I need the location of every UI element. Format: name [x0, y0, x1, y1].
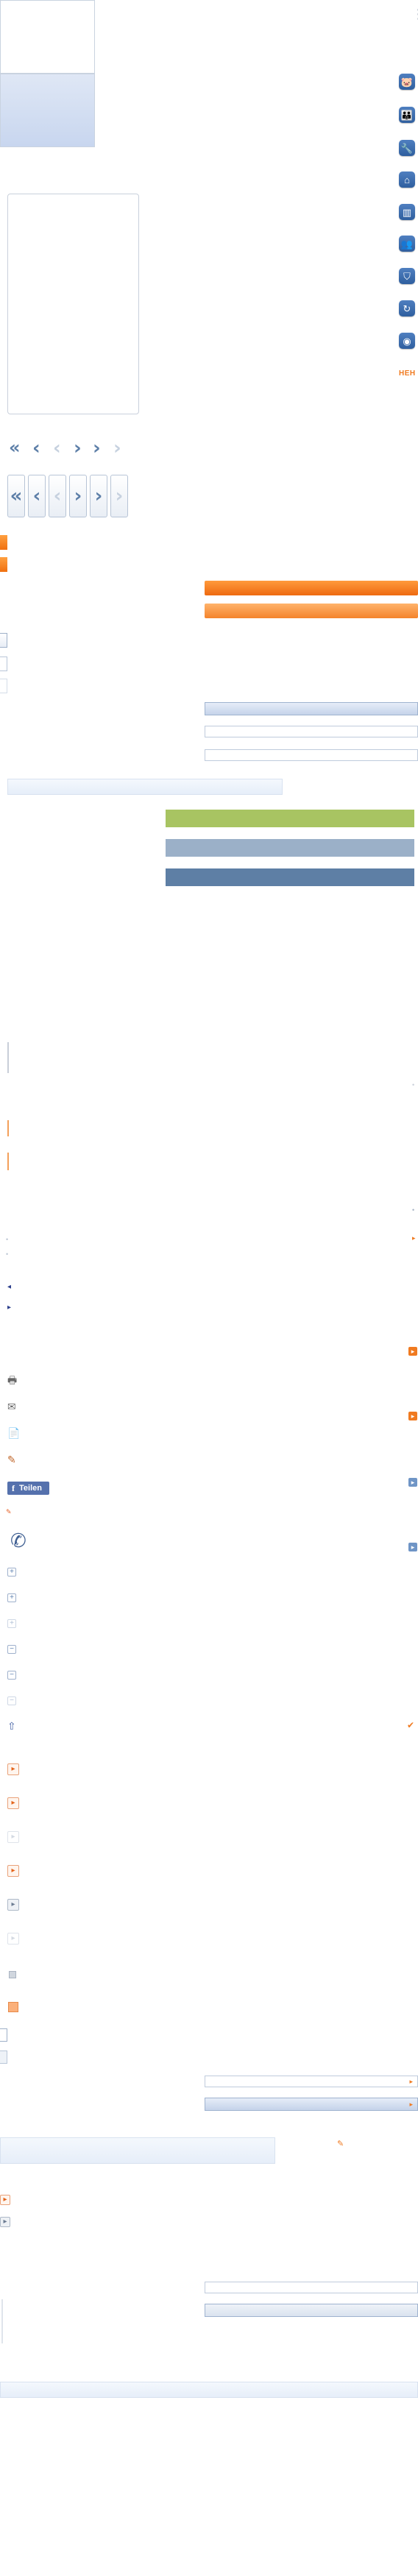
orange-arrow-square-icon[interactable]: ▸	[408, 1347, 417, 1356]
collapse-hover-icon[interactable]: −	[7, 1671, 16, 1680]
orange-tab[interactable]	[0, 535, 7, 550]
arrow-square-disabled-icon: ▸	[7, 1831, 19, 1843]
dropdown-bar[interactable]: ▸	[205, 2076, 418, 2087]
orange-bar-hover[interactable]	[205, 604, 418, 618]
bottom-wide-bar	[0, 2382, 418, 2398]
email-icon[interactable]: ✉	[7, 1401, 16, 1412]
dropdown-bar-hover[interactable]: ▸	[205, 2098, 418, 2111]
arrow-square-hover-icon[interactable]: ▸	[7, 1797, 19, 1809]
list-dot-secondary: •	[6, 1250, 9, 1258]
prev-page-disabled-button: ‹	[49, 475, 66, 517]
top-panel-highlight	[0, 74, 95, 147]
expand-hover-icon[interactable]: +	[7, 1593, 16, 1602]
prev-page-button[interactable]: ‹	[28, 475, 46, 517]
left-arrow-box-icon[interactable]: ▸	[0, 2195, 10, 2205]
refresh-icon[interactable]: ↻	[399, 300, 415, 316]
orange-alert-square[interactable]	[8, 2002, 18, 2012]
scroll-indicator[interactable]: ⋮	[411, 7, 418, 21]
blue-right-arrow-icon[interactable]: ▸	[7, 1303, 12, 1312]
next-disabled-small-icon: ›	[113, 437, 121, 459]
pencil-orange-icon[interactable]: ✎	[337, 2140, 344, 2148]
facebook-share-button[interactable]: f Teilen	[7, 1482, 49, 1495]
left-arrow-box-gray-icon[interactable]: ▸	[0, 2217, 10, 2227]
vertical-divider	[7, 1042, 9, 1073]
collapse-disabled-icon: −	[7, 1696, 16, 1705]
blue-arrow-square-secondary-icon[interactable]: ▸	[408, 1543, 417, 1551]
expand-icon[interactable]: +	[7, 1568, 16, 1577]
checkbox-hover[interactable]	[0, 657, 7, 671]
check-icon: ✔	[407, 1720, 415, 1730]
facebook-icon: f	[12, 1482, 15, 1493]
tools-icon[interactable]: 🔧	[399, 140, 415, 156]
navy-button[interactable]	[166, 868, 414, 886]
list-dot: •	[6, 1236, 9, 1243]
phone-icon[interactable]: ✆	[10, 1529, 26, 1551]
orange-arrow-square-secondary-icon[interactable]: ▸	[408, 1412, 417, 1420]
building-icon[interactable]: ▥	[399, 204, 415, 220]
blue-gradient-bar[interactable]	[205, 702, 418, 715]
edit-icon[interactable]: ✎	[7, 1454, 16, 1465]
next-page-button[interactable]: ›	[69, 475, 87, 517]
bottom-input-hover[interactable]	[205, 2304, 418, 2317]
left-stub[interactable]	[0, 2028, 7, 2042]
orange-arrow-icon[interactable]: ▸	[412, 1234, 416, 1242]
bottom-input[interactable]	[205, 2282, 418, 2293]
next-page-disabled-button: ›	[110, 475, 128, 517]
orange-marker	[7, 1120, 9, 1136]
bottom-left-divider	[1, 2299, 3, 2343]
arrow-square-icon[interactable]: ▸	[7, 1763, 19, 1775]
collapse-icon[interactable]: −	[7, 1645, 16, 1654]
piggy-bank-icon[interactable]: 🐷	[399, 74, 415, 90]
orange-marker-secondary	[7, 1153, 9, 1170]
checkbox-disabled	[0, 679, 7, 693]
left-stub-secondary[interactable]	[0, 2050, 7, 2064]
next-alt-small-icon[interactable]: ›	[93, 437, 101, 459]
expand-disabled-icon: +	[7, 1619, 16, 1628]
outlined-bar[interactable]	[205, 726, 418, 737]
orange-bar[interactable]	[205, 581, 418, 595]
funnel-icon[interactable]: ⛉	[399, 268, 415, 284]
arrow-square-gray-icon[interactable]: ▸	[7, 1899, 19, 1911]
upload-icon[interactable]: ⇧	[7, 1720, 16, 1732]
pdf-icon[interactable]: 📄	[7, 1427, 21, 1439]
family-icon[interactable]: 👪	[399, 107, 415, 123]
first-page-small-icon[interactable]: «	[9, 437, 21, 458]
facebook-share-label: Teilen	[19, 1484, 42, 1493]
content-frame	[7, 194, 139, 414]
arrow-square-alt-icon[interactable]: ▸	[7, 1865, 19, 1877]
outlined-bar-secondary[interactable]	[205, 749, 418, 761]
prev-disabled-small-icon: ‹	[53, 437, 61, 459]
gray-blue-button[interactable]	[166, 839, 414, 857]
separator-dot-small: •	[412, 1206, 415, 1214]
house-icon[interactable]: ⌂	[399, 171, 415, 188]
next-alt-page-button[interactable]: ›	[90, 475, 107, 517]
arrow-square-gray-disabled-icon: ▸	[7, 1933, 19, 1945]
prev-small-icon[interactable]: ‹	[32, 437, 40, 459]
green-button[interactable]	[166, 810, 414, 827]
checkbox[interactable]	[0, 633, 7, 648]
blue-arrow-square-icon[interactable]: ▸	[408, 1478, 417, 1487]
orange-tab-hover[interactable]	[0, 557, 7, 572]
print-icon[interactable]: 🖶	[7, 1374, 18, 1386]
pale-input-bar[interactable]	[7, 779, 283, 795]
gray-dot-square	[9, 1971, 16, 1978]
more-link[interactable]: HEH	[399, 369, 416, 378]
info-box	[0, 2137, 275, 2164]
blue-left-arrow-icon[interactable]: ◂	[7, 1283, 12, 1291]
pencil-small-icon[interactable]: ✎	[6, 1508, 12, 1515]
camera-icon[interactable]: ◉	[399, 333, 415, 349]
dropdown-arrow-hover-icon: ▸	[409, 2101, 413, 2108]
first-page-button[interactable]: «	[7, 475, 25, 517]
dropdown-arrow-icon: ▸	[409, 2078, 413, 2085]
people-icon[interactable]: 👥	[399, 236, 415, 252]
separator-dot: •	[412, 1081, 415, 1089]
top-panel	[0, 0, 95, 74]
next-small-icon[interactable]: ›	[74, 437, 82, 459]
